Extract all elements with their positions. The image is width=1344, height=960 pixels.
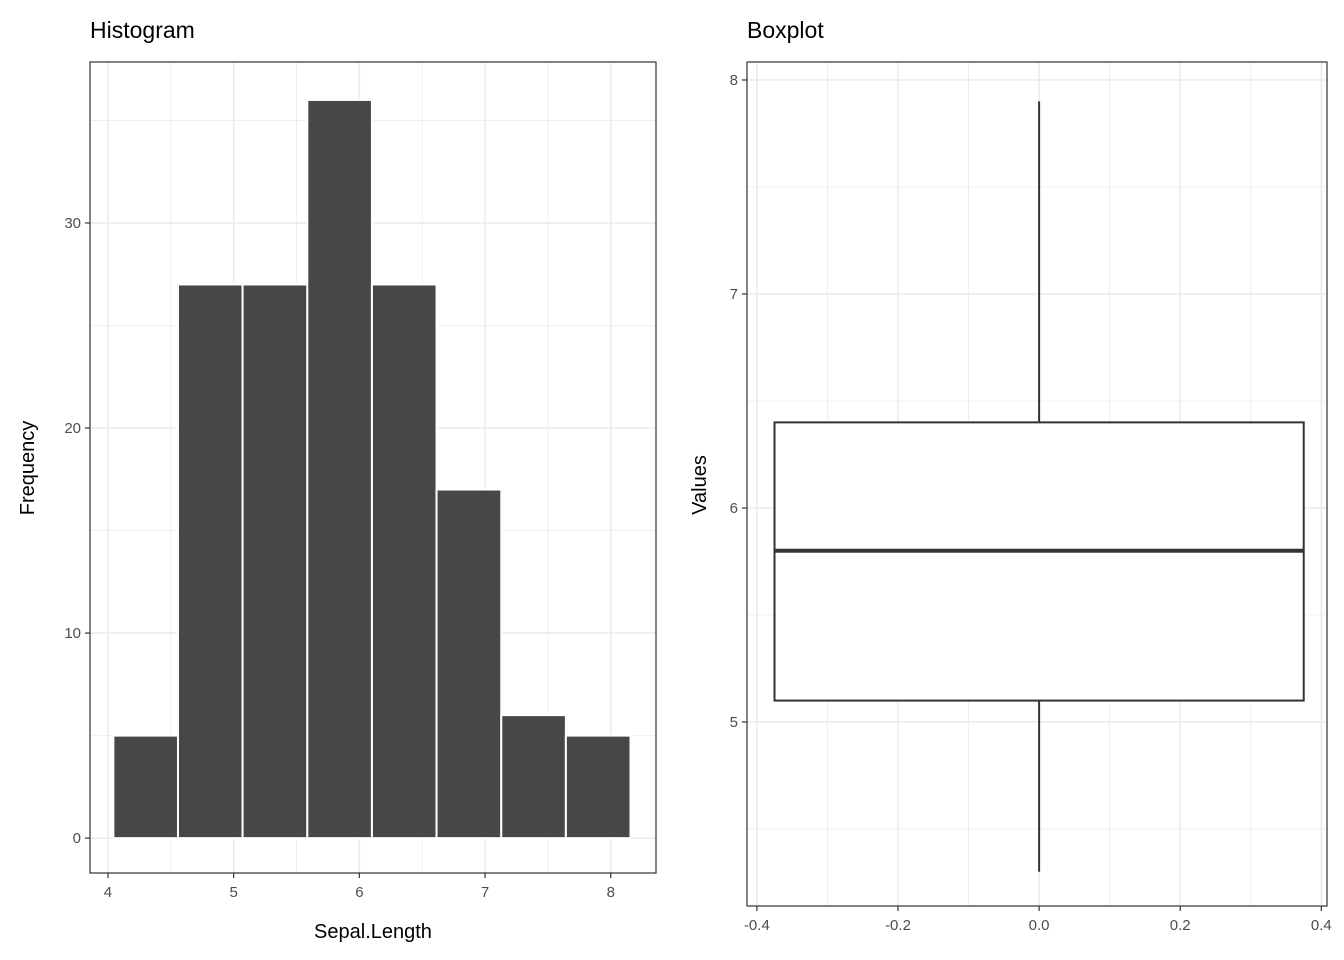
- boxplot-box: [773, 421, 1305, 702]
- boxplot-y-tick-label: 8: [730, 72, 738, 89]
- histogram-bar: [306, 98, 373, 840]
- boxplot-title: Boxplot: [747, 17, 824, 43]
- histogram-bar: [112, 734, 179, 840]
- histogram-bar: [500, 714, 567, 840]
- histogram-y-tick-label: 20: [64, 420, 81, 437]
- histogram-bar: [370, 283, 438, 840]
- histogram-bar: [435, 488, 503, 840]
- histogram-panel-border: [89, 61, 657, 874]
- histogram-panel: 4 5 6 7 8 0 10 20 30: [64, 61, 657, 901]
- histogram-y-axis-label: Frequency: [17, 421, 39, 516]
- boxplot-x-tick-label: -0.2: [885, 917, 911, 934]
- boxplot-x-tick-label: 0.4: [1311, 917, 1332, 934]
- boxplot-y-tick-label: 5: [730, 714, 738, 731]
- histogram-x-tick-label: 8: [607, 884, 615, 901]
- histogram-x-tick-label: 6: [355, 884, 363, 901]
- histogram-bar: [241, 283, 309, 840]
- histogram-bar: [176, 283, 244, 840]
- histogram-x-tick-label: 7: [481, 884, 489, 901]
- boxplot-x-tick-label: 0.2: [1170, 917, 1191, 934]
- histogram-x-tick-label: 5: [229, 884, 237, 901]
- boxplot-y-tick-label: 7: [730, 286, 738, 303]
- boxplot-panel: -0.4 -0.2 0.0 0.2 0.4 5 6 7 8: [730, 61, 1332, 934]
- boxplot-x-tick-label: -0.4: [744, 917, 770, 934]
- histogram-y-tick-label: 0: [73, 830, 81, 847]
- boxplot-y-axis-label: Values: [689, 455, 711, 515]
- histogram-x-tick-label: 4: [104, 884, 112, 901]
- boxplot-x-tick-label: 0.0: [1029, 917, 1050, 934]
- histogram-y-tick-label: 10: [64, 625, 81, 642]
- histogram-y-tick-label: 30: [64, 215, 81, 232]
- histogram-bar: [564, 734, 632, 840]
- boxplot-y-tick-label: 6: [730, 500, 738, 517]
- histogram-title: Histogram: [90, 17, 195, 43]
- boxplot-panel-border: [746, 61, 1328, 907]
- histogram-x-axis-label: Sepal.Length: [314, 921, 432, 943]
